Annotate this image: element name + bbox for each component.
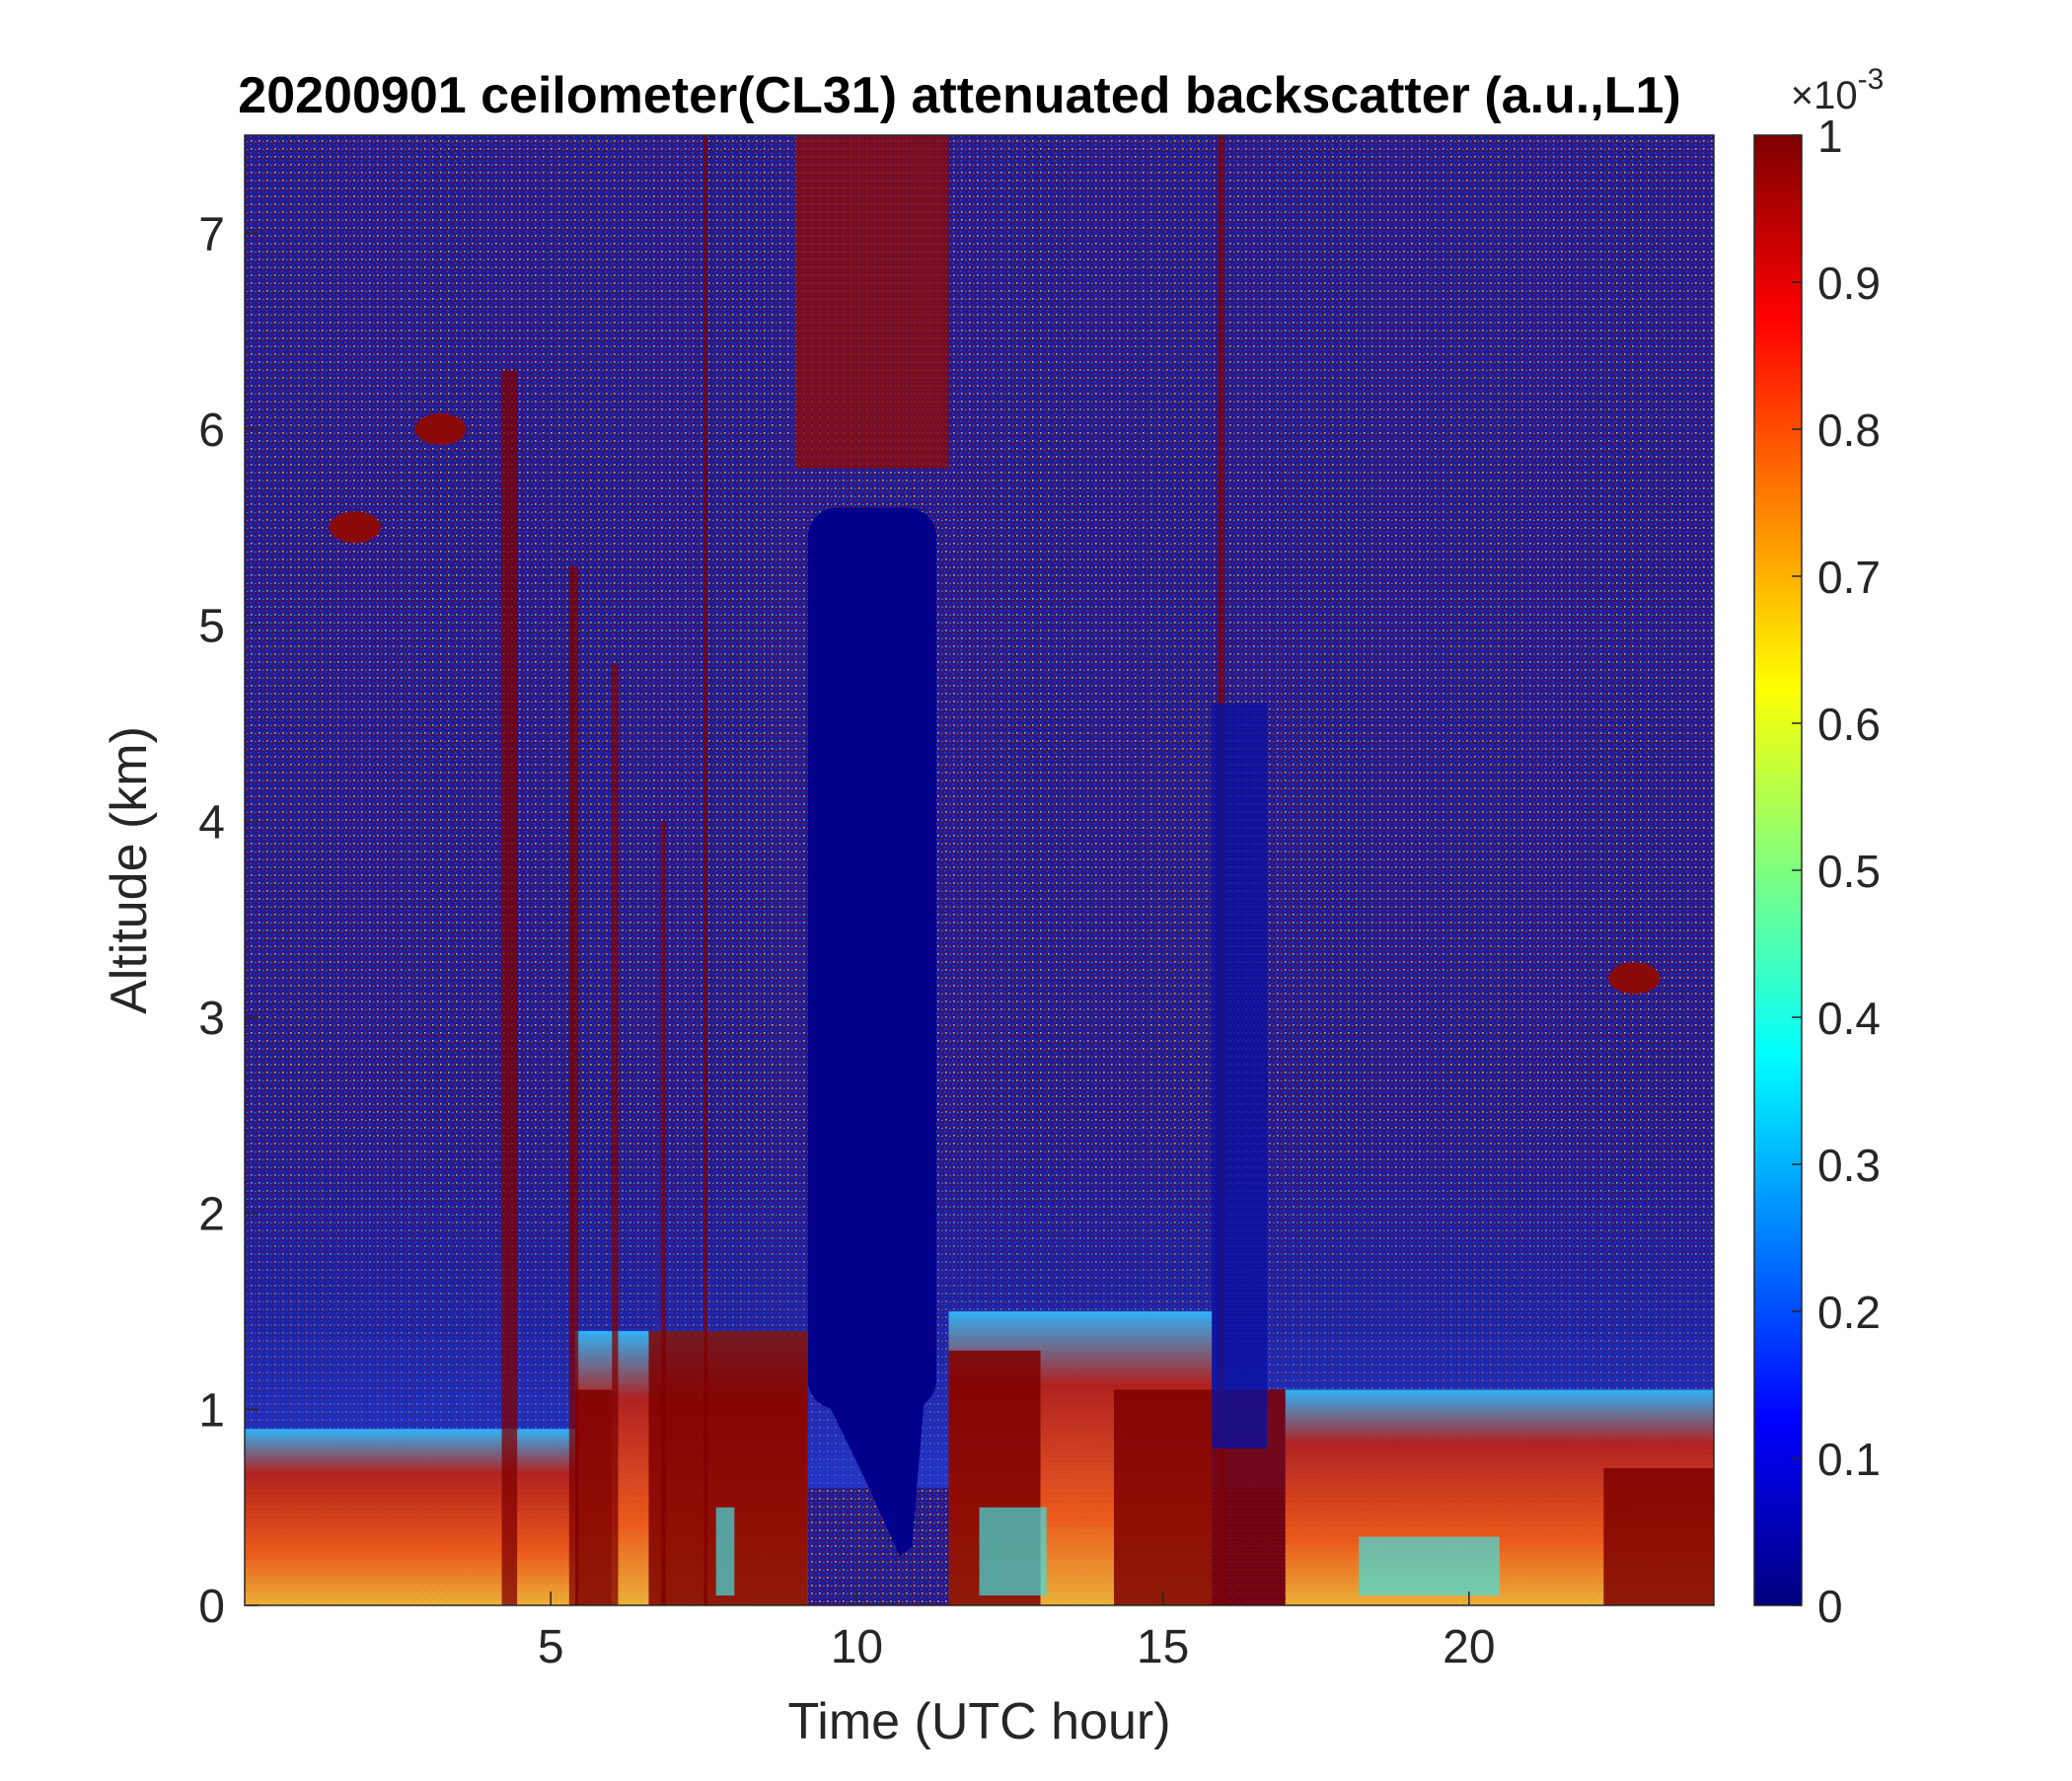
colorbar-multiplier-exponent: -3 bbox=[1858, 63, 1885, 96]
colorbar-multiplier: ×10-3 bbox=[1791, 63, 1885, 117]
x-tick-label: 15 bbox=[1137, 1621, 1189, 1673]
colorbar-tick-label: 0.6 bbox=[1817, 699, 1881, 750]
x-axis: 5 10 15 20 bbox=[538, 1592, 1496, 1673]
low-backscatter-patch bbox=[715, 1507, 735, 1595]
vertical-streak bbox=[501, 370, 518, 1605]
y-tick-label: 5 bbox=[198, 601, 225, 653]
aerosol-plume bbox=[1603, 1467, 1714, 1605]
y-tick-label: 1 bbox=[198, 1384, 225, 1437]
low-backscatter-patch bbox=[979, 1507, 1047, 1595]
y-tick-label: 3 bbox=[198, 993, 225, 1045]
plot-frame bbox=[244, 134, 1715, 1606]
y-tick-label: 2 bbox=[198, 1189, 225, 1241]
chart-title: 20200901 ceilometer(CL31) attenuated bac… bbox=[238, 67, 1680, 124]
clear-column-base bbox=[826, 1399, 925, 1557]
y-tick-label: 7 bbox=[198, 208, 225, 260]
near-surface-layer bbox=[245, 1429, 576, 1605]
colorbar: 0 0.1 0.2 0.3 0.4 0.5 0.6 0.7 0.8 0.9 1 ×10-3 bbox=[1753, 63, 1885, 1632]
colorbar-tick-label: 0.4 bbox=[1817, 993, 1881, 1044]
y-tick-label: 4 bbox=[198, 796, 225, 849]
vertical-streak bbox=[568, 566, 579, 1605]
colorbar-tick-label: 0.8 bbox=[1817, 405, 1881, 456]
upper-signal-band bbox=[795, 135, 949, 469]
aerosol-blob bbox=[414, 413, 467, 445]
x-axis-label: Time (UTC hour) bbox=[787, 1693, 1170, 1750]
colorbar-ticks: 0 0.1 0.2 0.3 0.4 0.5 0.6 0.7 0.8 0.9 1 bbox=[1792, 111, 1881, 1632]
x-tick-label: 10 bbox=[831, 1621, 883, 1673]
aerosol-plume bbox=[575, 1389, 613, 1605]
colorbar-tick-label: 0.3 bbox=[1817, 1140, 1881, 1191]
low-backscatter-patch bbox=[1359, 1536, 1500, 1595]
y-axis: 0 1 2 3 4 5 6 7 bbox=[198, 208, 259, 1633]
vertical-streak bbox=[703, 135, 708, 1605]
aerosol-blob bbox=[329, 511, 381, 544]
plot-area bbox=[245, 135, 1714, 1605]
vertical-streak bbox=[660, 821, 666, 1605]
aerosol-blob bbox=[1608, 962, 1661, 995]
x-tick-label: 5 bbox=[538, 1621, 564, 1673]
colorbar-tick-label: 0.2 bbox=[1817, 1287, 1881, 1338]
colorbar-tick-label: 0.5 bbox=[1817, 846, 1881, 897]
colorbar-tick-label: 1 bbox=[1817, 111, 1843, 162]
y-axis-label: Altitude (km) bbox=[101, 726, 158, 1014]
colorbar-tick-label: 0.1 bbox=[1817, 1434, 1881, 1485]
x-tick-label: 20 bbox=[1443, 1621, 1495, 1673]
colorbar-tick-label: 0 bbox=[1817, 1581, 1843, 1632]
vertical-streak bbox=[612, 664, 619, 1605]
colorbar-tick-label: 0.9 bbox=[1817, 258, 1881, 309]
thin-clear-column bbox=[1212, 704, 1268, 1449]
y-tick-label: 0 bbox=[198, 1581, 225, 1633]
clear-column bbox=[807, 507, 937, 1410]
y-tick-label: 6 bbox=[198, 405, 225, 457]
colorbar-multiplier-base: ×10 bbox=[1791, 74, 1858, 117]
colorbar-tick-label: 0.7 bbox=[1817, 552, 1881, 603]
